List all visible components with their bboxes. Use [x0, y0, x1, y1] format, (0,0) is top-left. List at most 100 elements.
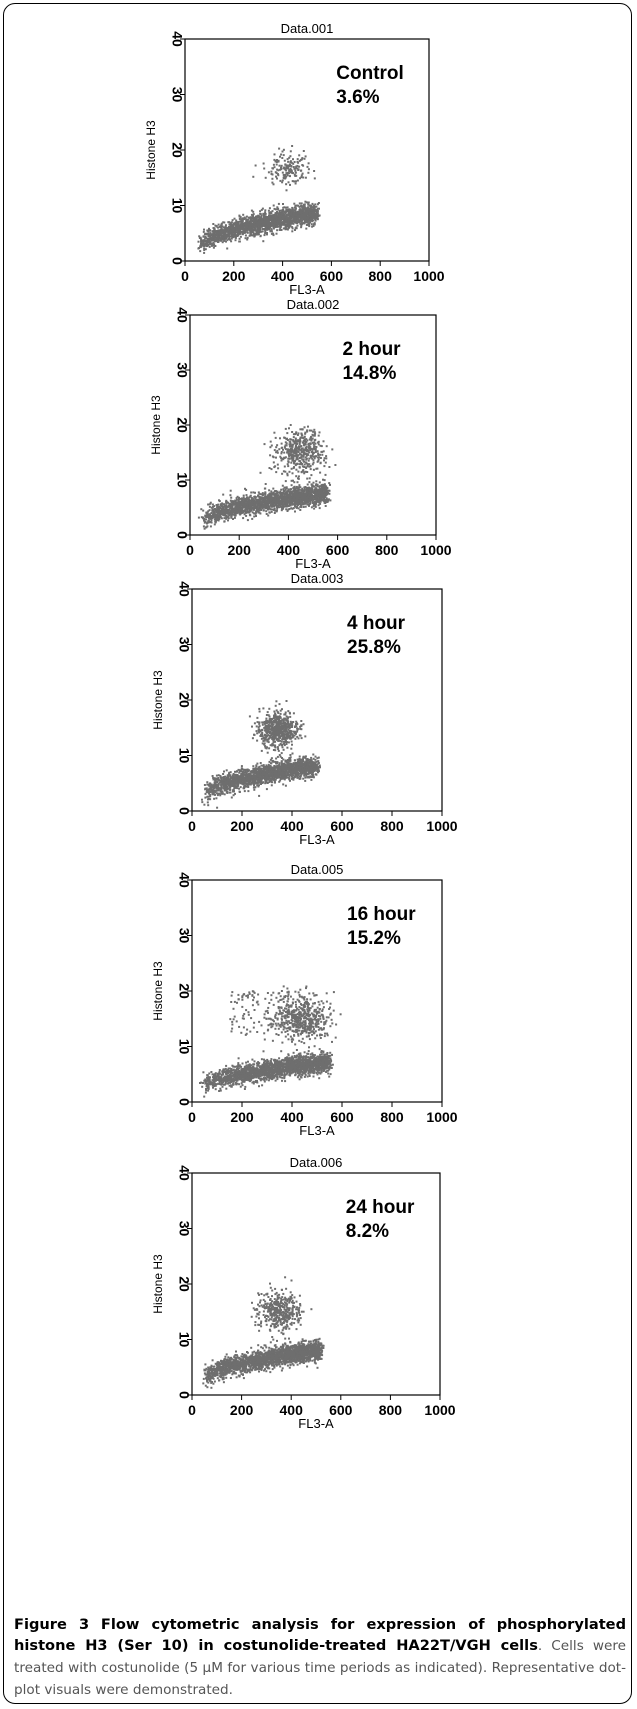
data-point-1605: [306, 496, 309, 499]
data-point-2126: [298, 460, 301, 462]
data-point-1880: [309, 208, 312, 211]
data-point-1574: [237, 509, 240, 512]
data-point-1856: [258, 496, 261, 498]
data-point-274: [200, 516, 203, 519]
data-point-1892: [285, 219, 288, 222]
data-point-2442: [294, 450, 297, 453]
data-point-969: [251, 511, 254, 514]
data-point-2187: [286, 472, 289, 475]
data-point-1552: [260, 224, 263, 227]
data-point-2010: [280, 153, 283, 156]
data-point-2087: [286, 171, 289, 174]
data-point-1090: [225, 504, 228, 507]
data-point-1677: [275, 493, 278, 496]
data-point-878: [311, 225, 314, 228]
data-point-1303: [286, 501, 289, 504]
data-point-2076: [298, 154, 301, 157]
data-point-1986: [277, 220, 280, 223]
data-point-1330: [294, 510, 296, 513]
data-point-1452: [268, 498, 271, 501]
data-point-1535: [245, 498, 248, 501]
data-point-1501: [293, 485, 296, 488]
data-point-351: [313, 502, 315, 505]
data-point-1894: [232, 511, 235, 514]
data-point-1869: [224, 224, 227, 227]
data-point-1369: [285, 486, 288, 489]
data-point-2061: [278, 147, 281, 150]
data-point-2248: [308, 444, 311, 447]
data-point-2060: [275, 175, 277, 178]
percent-label: 14.8%: [343, 363, 397, 384]
data-point-1975: [217, 516, 220, 519]
data-point-1922: [289, 490, 292, 493]
data-point-2376: [287, 461, 290, 464]
data-point-1290: [324, 496, 327, 499]
data-point-2433: [305, 466, 307, 469]
data-point-2314: [287, 452, 290, 455]
data-point-1711: [262, 216, 265, 219]
data-point-1593: [247, 510, 250, 513]
data-point-1283: [302, 506, 305, 508]
data-point-2031: [299, 438, 302, 441]
data-point-1750: [298, 502, 301, 505]
data-point-1791: [252, 217, 255, 220]
data-point-1175: [221, 502, 224, 505]
data-point-1942: [291, 230, 294, 233]
data-point-955: [318, 507, 321, 510]
data-point-1703: [306, 216, 309, 219]
data-point-1538: [310, 219, 313, 222]
data-point-1970: [317, 488, 320, 491]
data-point-648: [208, 513, 211, 516]
x-axis-label: FL3-A: [289, 282, 325, 297]
data-point-2432: [288, 450, 291, 453]
data-point-1812: [276, 509, 278, 512]
data-point-2071: [295, 468, 298, 471]
data-point-1741: [311, 209, 314, 212]
data-point-1533: [202, 244, 205, 247]
data-point-1808: [239, 497, 242, 500]
data-point-1847: [260, 214, 263, 217]
data-point-2180: [286, 463, 289, 466]
data-point-231: [314, 755, 317, 758]
data-point-2395: [298, 445, 301, 448]
data-point-1583: [256, 509, 259, 512]
data-point-2149: [297, 432, 300, 435]
data-point-2418: [292, 479, 294, 482]
data-point-1943: [304, 209, 307, 212]
data-point-1749: [299, 214, 302, 217]
data-point-1275: [302, 217, 305, 220]
data-point-262: [201, 798, 203, 801]
data-point-2029: [277, 169, 280, 172]
data-point-1550: [268, 224, 271, 227]
data-point-1754: [199, 245, 202, 247]
data-point-2338: [298, 466, 301, 469]
data-point-2389: [312, 434, 315, 437]
data-point-1896: [314, 495, 317, 498]
data-point-1733: [312, 215, 315, 218]
data-point-2280: [301, 436, 304, 439]
data-point-1778: [312, 216, 315, 219]
data-point-1393: [229, 507, 232, 510]
data-point-1803: [205, 239, 208, 242]
data-point-2144: [292, 172, 295, 175]
data-point-2027: [289, 441, 292, 444]
data-point-335: [214, 224, 217, 227]
data-point-766: [282, 206, 285, 209]
data-point-1762: [260, 496, 263, 499]
data-point-563: [303, 203, 306, 206]
data-point-732: [308, 223, 311, 226]
data-point-1261: [219, 504, 222, 507]
data-point-1717: [301, 499, 304, 502]
data-point-2134: [296, 167, 299, 170]
data-point-1678: [230, 221, 233, 224]
data-point-255: [246, 228, 249, 231]
data-point-2230: [302, 453, 305, 455]
data-point-138: [314, 505, 317, 508]
data-point-1887: [240, 506, 243, 509]
data-point-1804: [244, 509, 246, 512]
data-point-1923: [313, 210, 316, 213]
data-point-1729: [231, 226, 234, 229]
data-point-1135: [306, 488, 309, 491]
data-point-1882: [211, 508, 214, 511]
data-point-210: [274, 226, 277, 229]
